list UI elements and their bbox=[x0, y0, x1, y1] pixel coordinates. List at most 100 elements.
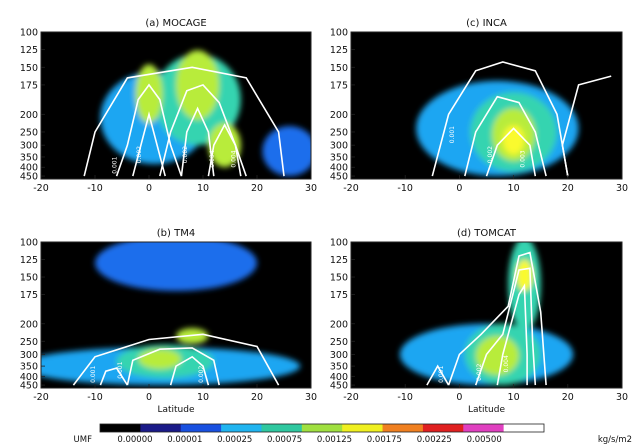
contour-line-1 bbox=[474, 267, 537, 386]
x-tick-label: 0 bbox=[456, 183, 462, 194]
contour-label: 0.001 bbox=[438, 366, 445, 383]
y-tick-label: 175 bbox=[330, 80, 348, 91]
contour-lines: 0.001 0.002 0.002 0.004 0.004 bbox=[83, 66, 285, 177]
y-tick-label: 100 bbox=[20, 238, 38, 249]
contour-line-2 bbox=[485, 127, 537, 177]
x-tick-label: 10 bbox=[197, 183, 209, 194]
x-tick-label: 20 bbox=[251, 392, 263, 403]
y-tick-label: 300 bbox=[330, 141, 348, 152]
panel-2: 0.001 0.001 0.002(b) TM4100125150175200250… bbox=[20, 228, 317, 415]
x-tick-label: 20 bbox=[562, 183, 574, 194]
x-tick-label: -20 bbox=[33, 392, 49, 403]
contour-line-3 bbox=[561, 75, 612, 177]
contour-label: 0.002 bbox=[136, 146, 143, 163]
y-tick-label: 125 bbox=[20, 45, 38, 56]
y-tick-label: 250 bbox=[20, 127, 38, 138]
x-tick-label: 10 bbox=[508, 183, 520, 194]
contour-label: 0.002 bbox=[476, 363, 483, 380]
y-tick-label: 100 bbox=[330, 28, 348, 39]
y-tick-label: 250 bbox=[330, 127, 348, 138]
y-tick-label: 450 bbox=[20, 172, 38, 183]
contour-line-1 bbox=[126, 347, 220, 386]
contour-line-5 bbox=[83, 66, 285, 177]
colorbar-swatch-8 bbox=[422, 424, 464, 432]
contour-label: 0.001 bbox=[90, 366, 97, 383]
colorbar-swatch-6 bbox=[342, 424, 384, 432]
x-tick-label: 30 bbox=[305, 183, 317, 194]
colorbar-tick-label: 0.00075 bbox=[267, 435, 302, 445]
panel-frame bbox=[40, 241, 312, 389]
y-tick-label: 400 bbox=[330, 372, 348, 383]
colorbar-swatch-7 bbox=[382, 424, 424, 432]
contour-label: 0.003 bbox=[519, 150, 526, 167]
panel-frame bbox=[350, 241, 623, 389]
contour-line-2 bbox=[169, 355, 210, 386]
contour-label: 0.004 bbox=[503, 355, 510, 372]
y-tick-label: 450 bbox=[330, 172, 348, 183]
colorbar-tick-label: 0.00175 bbox=[367, 435, 402, 445]
panel-title: (b) TM4 bbox=[157, 228, 195, 239]
y-tick-label: 250 bbox=[330, 337, 348, 348]
colorbar: UMF 0.00000 0.00001 0.00025 0.00075 0.00125 0.… bbox=[74, 423, 632, 445]
colorbar-swatch-1 bbox=[140, 424, 182, 432]
colorbar-tick-label: 0.00000 bbox=[117, 435, 152, 445]
flux-blob-3 bbox=[475, 335, 520, 376]
y-tick-label: 450 bbox=[20, 381, 38, 392]
flux-blob-0 bbox=[262, 126, 311, 177]
colorbar-tick-label: 0.00025 bbox=[217, 435, 252, 445]
x-tick-label: 20 bbox=[251, 183, 263, 194]
y-tick-label: 125 bbox=[20, 255, 38, 266]
contour-label: 0.002 bbox=[182, 146, 189, 163]
flux-blob-3 bbox=[138, 349, 182, 370]
y-tick-label: 400 bbox=[20, 372, 38, 383]
colorbar-swatch-2 bbox=[180, 424, 222, 432]
y-tick-label: 200 bbox=[20, 319, 38, 330]
contour-line-1 bbox=[464, 95, 547, 177]
colorbar-swatch-10 bbox=[503, 424, 545, 432]
x-tick-label: -10 bbox=[397, 183, 413, 194]
x-tick-label: -10 bbox=[87, 183, 103, 194]
x-tick-label: -10 bbox=[397, 392, 413, 403]
y-tick-label: 150 bbox=[20, 63, 38, 74]
x-tick-label: -20 bbox=[343, 183, 359, 194]
y-tick-label: 150 bbox=[330, 273, 348, 284]
colorbar-tick-label: 0.00225 bbox=[417, 435, 452, 445]
contour-lines: 0.001 0.001 0.002 bbox=[72, 333, 280, 386]
colorbar-frame bbox=[99, 423, 545, 433]
contour-label: 0.001 bbox=[449, 126, 456, 143]
y-tick-label: 100 bbox=[330, 238, 348, 249]
flux-blob-4 bbox=[516, 259, 533, 292]
x-axis-label: Latitude bbox=[468, 405, 506, 415]
panel-frame bbox=[40, 31, 312, 180]
contour-line-0 bbox=[447, 251, 547, 386]
y-tick-label: 175 bbox=[330, 290, 348, 301]
x-tick-label: 30 bbox=[616, 392, 628, 403]
colorbar-label: UMF bbox=[74, 435, 93, 445]
x-tick-label: -10 bbox=[87, 392, 103, 403]
y-tick-label: 400 bbox=[20, 163, 38, 174]
y-tick-label: 350 bbox=[330, 152, 348, 163]
y-tick-label: 300 bbox=[330, 350, 348, 361]
y-tick-label: 125 bbox=[330, 255, 348, 266]
flux-field bbox=[416, 80, 579, 177]
colorbar-tick-label: 0.00500 bbox=[467, 435, 502, 445]
colorbar-unit: kg/s/m2 bbox=[598, 435, 632, 445]
contour-line-3 bbox=[99, 367, 129, 386]
colorbar-tick-label: 0.00125 bbox=[317, 435, 352, 445]
contour-label: 0.002 bbox=[198, 366, 205, 383]
x-tick-label: 30 bbox=[305, 392, 317, 403]
x-tick-label: -20 bbox=[343, 392, 359, 403]
y-tick-label: 300 bbox=[20, 141, 38, 152]
y-tick-label: 350 bbox=[20, 152, 38, 163]
contour-label: 0.004 bbox=[230, 150, 237, 167]
x-tick-label: 20 bbox=[562, 392, 574, 403]
y-tick-label: 200 bbox=[330, 110, 348, 121]
panel-title: (a) MOCAGE bbox=[145, 18, 206, 29]
x-tick-label: -20 bbox=[33, 183, 49, 194]
y-tick-label: 100 bbox=[20, 28, 38, 39]
colorbar-swatch-5 bbox=[301, 424, 343, 432]
y-tick-label: 150 bbox=[20, 273, 38, 284]
flux-blob-5 bbox=[208, 123, 241, 168]
